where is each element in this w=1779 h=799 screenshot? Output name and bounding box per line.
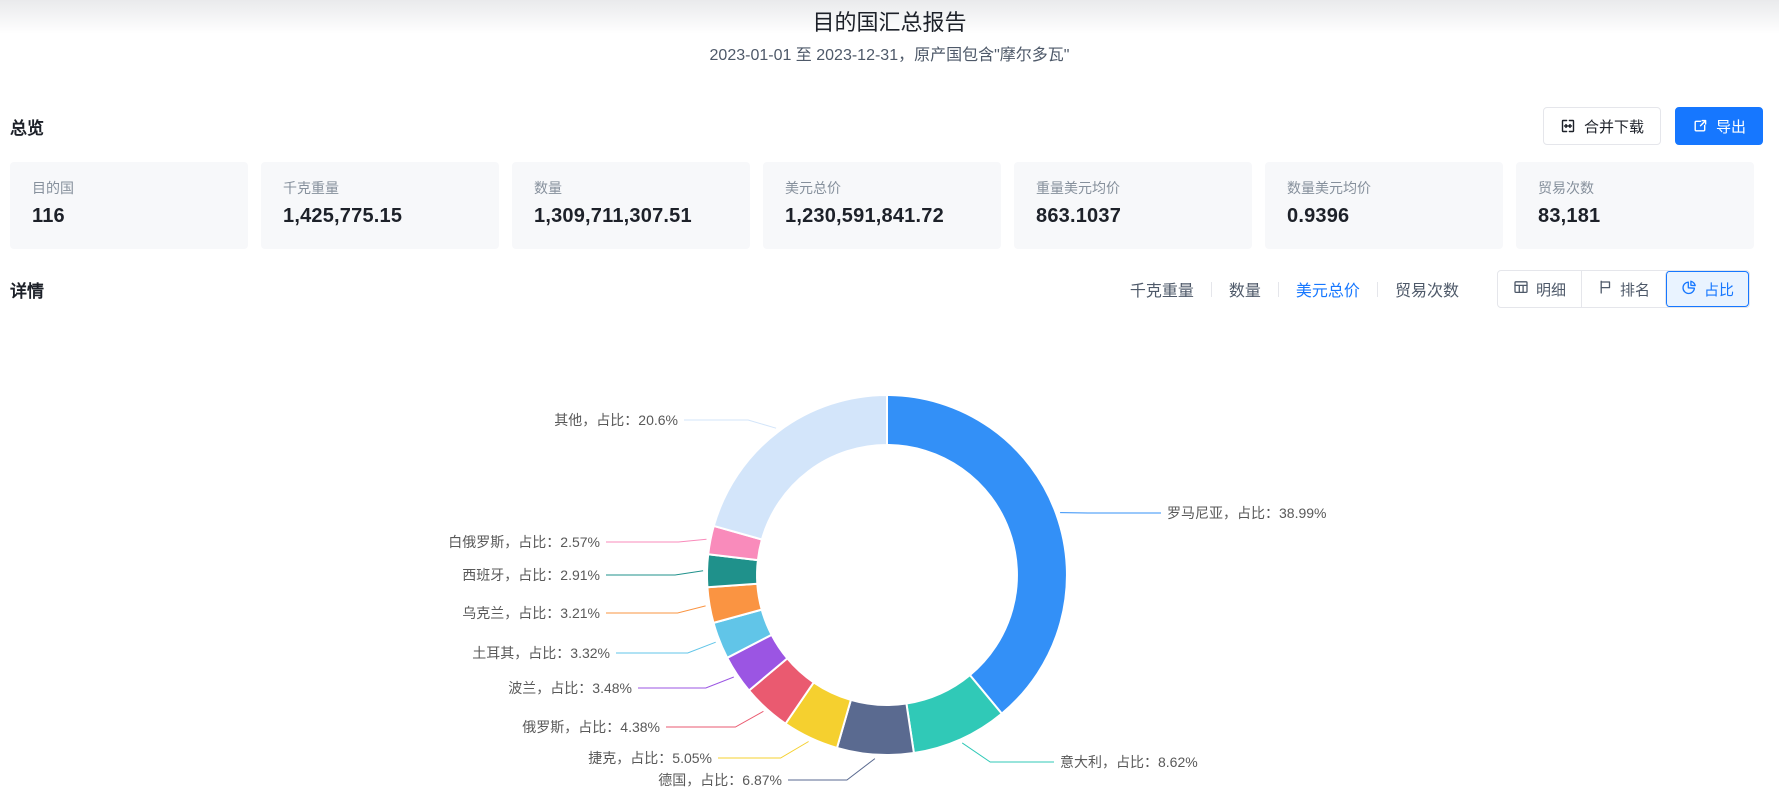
stat-card-value: 863.1037 <box>1036 205 1122 227</box>
slice-label: 意大利，占比：8.62% <box>1060 754 1198 770</box>
stat-card-label: 目的国 <box>32 180 74 196</box>
slice-label: 乌克兰，占比：3.21% <box>462 605 600 621</box>
details-header-row: 详情 千克重量 数量 美元总价 贸易次数 明细 排名 占比 <box>0 270 1779 308</box>
stat-card-value: 116 <box>32 205 65 227</box>
stat-card: 数量 1,309,711,307.51 <box>512 162 750 249</box>
view-button-label: 排名 <box>1619 281 1650 299</box>
slice-label: 德国，占比：6.87% <box>658 772 782 788</box>
stat-card: 贸易次数 83,181 <box>1516 162 1754 249</box>
ranking-icon <box>1597 279 1613 299</box>
stat-card-label: 数量 <box>534 180 562 196</box>
slice-label: 西班牙，占比：2.91% <box>462 567 600 583</box>
stat-card: 重量美元均价 863.1037 <box>1014 162 1252 249</box>
slice-label: 白俄罗斯，占比：2.57% <box>448 534 600 550</box>
stat-card-value: 0.9396 <box>1287 205 1350 227</box>
slice-label: 俄罗斯，占比：4.38% <box>522 719 660 735</box>
stat-card-label: 重量美元均价 <box>1036 180 1120 196</box>
stat-card-value: 1,309,711,307.51 <box>534 205 692 227</box>
tab-separator <box>1277 281 1279 297</box>
slice-label: 捷克，占比：5.05% <box>588 750 712 766</box>
export-button[interactable]: 导出 <box>1674 107 1763 145</box>
metric-tab-4[interactable]: 贸易次数 <box>1394 283 1459 300</box>
label-leader-line <box>788 758 876 781</box>
stat-card-label: 千克重量 <box>283 180 339 196</box>
view-button-label: 占比 <box>1703 281 1734 299</box>
label-leader-line <box>638 676 734 689</box>
merge-icon <box>1560 118 1576 134</box>
overview-heading: 总览 <box>10 118 44 138</box>
stat-card: 数量美元均价 0.9396 <box>1265 162 1503 249</box>
label-leader-line <box>606 538 707 543</box>
stat-card-value: 1,425,775.15 <box>283 205 403 227</box>
overview-header-row: 总览 合并下载 <box>0 107 1779 145</box>
tab-separator <box>1376 281 1378 297</box>
stat-card-label: 贸易次数 <box>1538 180 1594 196</box>
merge-download-label: 合并下载 <box>1583 118 1644 136</box>
label-leader-line <box>616 641 716 654</box>
label-leader-line <box>606 570 704 576</box>
label-leader-line <box>961 742 1054 763</box>
pie-icon <box>1681 279 1697 299</box>
metric-tab-3[interactable]: 美元总价 <box>1295 283 1360 300</box>
label-leader-line <box>718 741 809 759</box>
view-button-label: 明细 <box>1535 281 1566 299</box>
slice-label: 罗马尼亚，占比：38.99% <box>1167 505 1326 521</box>
details-controls: 千克重量 数量 美元总价 贸易次数 明细 排名 占比 <box>1130 270 1750 308</box>
details-heading: 详情 <box>10 281 44 301</box>
toolbar: 合并下载 导出 <box>1542 107 1763 145</box>
export-icon <box>1692 118 1708 134</box>
view-button-3[interactable]: 占比 <box>1664 271 1749 307</box>
label-leader-line <box>666 710 764 728</box>
label-leader-line <box>684 419 777 429</box>
metric-tabs: 千克重量 数量 美元总价 贸易次数 <box>1130 277 1459 301</box>
slice-label: 其他，占比：20.6% <box>554 412 678 428</box>
slice-label: 土耳其，占比：3.32% <box>472 645 610 661</box>
stat-card-label: 数量美元均价 <box>1287 180 1371 196</box>
page-title: 目的国汇总报告 <box>812 10 967 35</box>
label-leader-line <box>606 605 706 614</box>
stat-card: 千克重量 1,425,775.15 <box>261 162 499 249</box>
metric-tab-1[interactable]: 千克重量 <box>1129 283 1194 300</box>
report-subtitle: 2023-01-01 至 2023-12-31，原产国包含"摩尔多瓦" <box>709 47 1070 64</box>
tab-separator <box>1210 281 1212 297</box>
slice-label: 波兰，占比：3.48% <box>508 680 632 696</box>
export-label: 导出 <box>1715 118 1746 136</box>
stat-card-value: 1,230,591,841.72 <box>785 205 944 227</box>
stat-card-label: 美元总价 <box>785 180 841 196</box>
stat-card: 目的国 116 <box>10 162 248 249</box>
donut-slice-1[interactable] <box>886 394 1068 715</box>
overview-cards: 目的国 116 千克重量 1,425,775.15 数量 1,309,711,307.51… <box>0 162 1779 249</box>
stat-card: 美元总价 1,230,591,841.72 <box>763 162 1001 249</box>
view-button-1[interactable]: 明细 <box>1497 271 1581 307</box>
view-button-2[interactable]: 排名 <box>1580 271 1665 307</box>
stat-card-value: 83,181 <box>1538 205 1601 227</box>
metric-tab-2[interactable]: 数量 <box>1228 283 1261 300</box>
donut-chart: 罗马尼亚，占比：38.99% 意大利，占比：8.62% 德国，占比：6.87% 捷克，… <box>0 308 1779 799</box>
donut-slice-11[interactable] <box>712 394 888 541</box>
view-switcher: 明细 排名 占比 <box>1496 270 1750 308</box>
merge-download-button[interactable]: 合并下载 <box>1542 107 1661 145</box>
table-icon <box>1513 279 1529 299</box>
